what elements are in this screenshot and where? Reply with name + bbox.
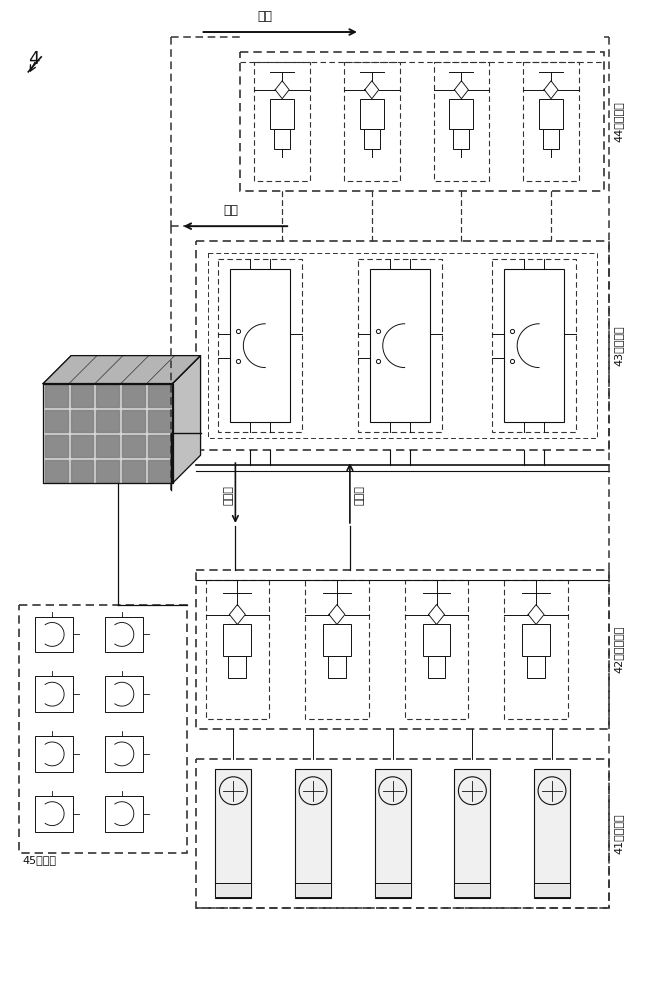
Bar (454, 769, 490, 898)
Bar (230, 269, 290, 422)
Text: 4: 4 (28, 50, 40, 68)
Polygon shape (45, 410, 68, 432)
Bar (274, 129, 290, 149)
Polygon shape (148, 435, 171, 457)
Polygon shape (122, 435, 145, 457)
Bar (504, 269, 564, 422)
Bar (523, 62, 579, 181)
Polygon shape (148, 410, 171, 432)
Bar (434, 62, 489, 181)
Polygon shape (71, 410, 94, 432)
Bar (20, 605, 187, 853)
Text: 冷却水: 冷却水 (224, 485, 233, 505)
Bar (305, 580, 369, 719)
Polygon shape (122, 410, 145, 432)
Text: 41：冷却塔: 41：冷却塔 (614, 813, 624, 854)
Bar (375, 883, 411, 897)
Polygon shape (122, 460, 145, 482)
Bar (35, 676, 73, 712)
Bar (522, 624, 550, 656)
Bar (454, 129, 469, 149)
Text: 冷却水: 冷却水 (355, 485, 365, 505)
Text: 冷水: 冷水 (258, 10, 273, 23)
Bar (196, 570, 609, 729)
Polygon shape (71, 435, 94, 457)
Polygon shape (45, 385, 68, 407)
Polygon shape (148, 385, 171, 407)
Bar (105, 676, 143, 712)
Text: 45：空调: 45：空调 (22, 855, 57, 865)
Bar (375, 769, 411, 898)
Bar (539, 99, 563, 129)
Bar (492, 259, 576, 432)
Bar (370, 269, 430, 422)
Bar (228, 656, 246, 678)
Polygon shape (43, 356, 201, 383)
Bar (35, 736, 73, 772)
Polygon shape (122, 385, 145, 407)
Bar (449, 99, 473, 129)
Bar (205, 580, 269, 719)
Polygon shape (96, 460, 120, 482)
Text: 43：制冷机: 43：制冷机 (614, 325, 624, 366)
Polygon shape (43, 383, 173, 483)
Bar (295, 769, 331, 898)
Polygon shape (96, 410, 120, 432)
Bar (323, 624, 351, 656)
Text: 冷水: 冷水 (223, 204, 238, 217)
Bar (527, 656, 545, 678)
Bar (344, 62, 400, 181)
Bar (454, 883, 490, 897)
Bar (35, 616, 73, 652)
Bar (215, 883, 252, 897)
Text: 42：冷却水泵: 42：冷却水泵 (614, 626, 624, 673)
Bar (422, 624, 450, 656)
Bar (215, 769, 252, 898)
Bar (254, 62, 310, 181)
Bar (240, 52, 604, 191)
Text: 44：冷水泵: 44：冷水泵 (614, 101, 624, 142)
Bar (504, 580, 568, 719)
Bar (534, 769, 570, 898)
Polygon shape (71, 460, 94, 482)
Bar (196, 759, 609, 908)
Bar (196, 241, 609, 450)
Polygon shape (96, 385, 120, 407)
Bar (105, 616, 143, 652)
Bar (534, 883, 570, 897)
Polygon shape (45, 460, 68, 482)
Polygon shape (45, 435, 68, 457)
Bar (105, 736, 143, 772)
Bar (364, 129, 380, 149)
Bar (428, 656, 445, 678)
Bar (105, 796, 143, 832)
Bar (358, 259, 441, 432)
Bar (224, 624, 252, 656)
Bar (543, 129, 559, 149)
Bar (218, 259, 302, 432)
Bar (360, 99, 384, 129)
Bar (328, 656, 346, 678)
Bar (295, 883, 331, 897)
Bar (207, 253, 597, 438)
Bar (35, 796, 73, 832)
Polygon shape (148, 460, 171, 482)
Polygon shape (96, 435, 120, 457)
Polygon shape (71, 385, 94, 407)
Bar (270, 99, 294, 129)
Bar (405, 580, 469, 719)
Polygon shape (173, 356, 201, 483)
